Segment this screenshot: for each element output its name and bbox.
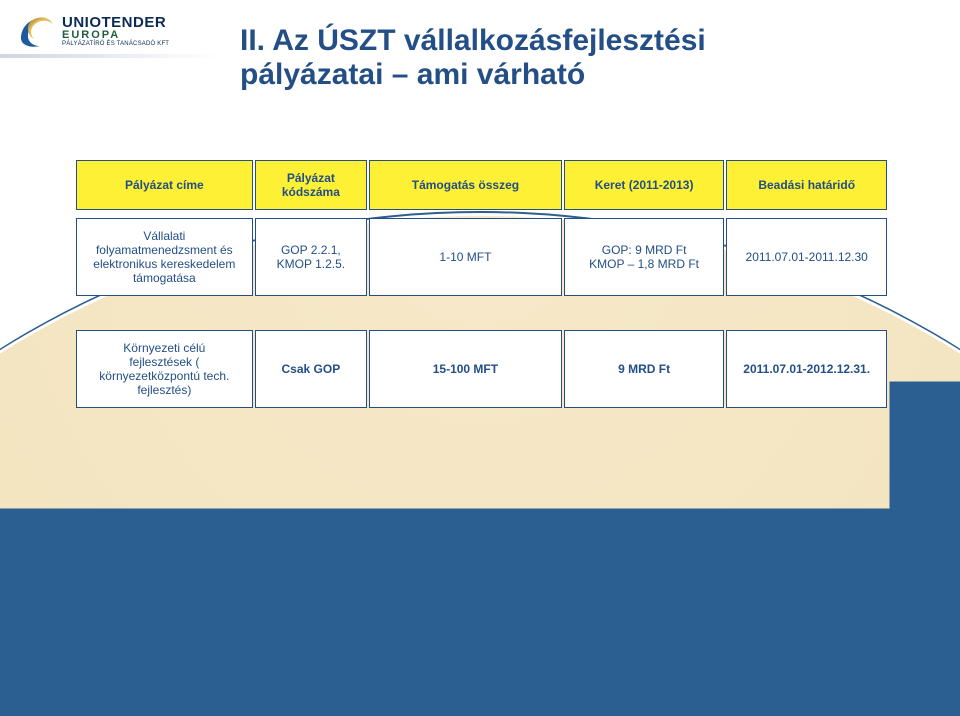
cell-code-l1: GOP 2.2.1, bbox=[262, 243, 360, 257]
cell-title-l4: fejlesztés) bbox=[83, 383, 246, 397]
table-row: Környezeti célú fejlesztések ( környezet… bbox=[76, 330, 887, 408]
logo-swoosh-icon bbox=[18, 12, 56, 50]
table-gap bbox=[76, 304, 887, 322]
cell-budget: 9 MRD Ft bbox=[564, 330, 725, 408]
cell-budget-l1: GOP: 9 MRD Ft bbox=[571, 243, 718, 257]
table-wrap: Pályázat címe Pályázat kódszáma Támogatá… bbox=[74, 152, 889, 416]
th-title: Pályázat címe bbox=[76, 160, 253, 210]
cell-deadline: 2011.07.01-2011.12.30 bbox=[726, 218, 887, 296]
logo-text: UNIOTENDER EUROPA PÁLYÁZATÍRÓ ÉS TANÁCSA… bbox=[62, 15, 169, 47]
cell-budget-l2: KMOP – 1,8 MRD Ft bbox=[571, 257, 718, 271]
logo-underline bbox=[0, 54, 220, 58]
slide: UNIOTENDER EUROPA PÁLYÁZATÍRÓ ÉS TANÁCSA… bbox=[0, 0, 960, 716]
th-deadline: Beadási határidő bbox=[726, 160, 887, 210]
cell-amount: 1-10 MFT bbox=[369, 218, 562, 296]
table-header-row: Pályázat címe Pályázat kódszáma Támogatá… bbox=[76, 160, 887, 210]
logo-line1: UNIOTENDER bbox=[62, 15, 169, 30]
cell-code: GOP 2.2.1, KMOP 1.2.5. bbox=[255, 218, 367, 296]
cell-amount: 15-100 MFT bbox=[369, 330, 562, 408]
th-amount: Támogatás összeg bbox=[369, 160, 562, 210]
slide-title: II. Az ÚSZT vállalkozásfejlesztési pályá… bbox=[240, 24, 706, 92]
cell-title-l3: környezetközpontú tech. bbox=[83, 369, 246, 383]
th-code: Pályázat kódszáma bbox=[255, 160, 367, 210]
cell-title-l2: fejlesztések ( bbox=[83, 355, 246, 369]
cell-deadline: 2011.07.01-2012.12.31. bbox=[726, 330, 887, 408]
logo-line2: EUROPA bbox=[62, 30, 169, 41]
grants-table: Pályázat címe Pályázat kódszáma Támogatá… bbox=[74, 152, 889, 416]
cell-code-l2: KMOP 1.2.5. bbox=[262, 257, 360, 271]
cell-title: Környezeti célú fejlesztések ( környezet… bbox=[76, 330, 253, 408]
table-row: Vállalati folyamatmenedzsment és elektro… bbox=[76, 218, 887, 296]
th-budget: Keret (2011-2013) bbox=[564, 160, 725, 210]
cell-code: Csak GOP bbox=[255, 330, 367, 408]
cell-title: Vállalati folyamatmenedzsment és elektro… bbox=[76, 218, 253, 296]
title-line2: pályázatai – ami várható bbox=[240, 58, 706, 92]
cell-budget: GOP: 9 MRD Ft KMOP – 1,8 MRD Ft bbox=[564, 218, 725, 296]
cell-title-l1: Környezeti célú bbox=[83, 341, 246, 355]
title-line1: II. Az ÚSZT vállalkozásfejlesztési bbox=[240, 24, 706, 58]
logo-tagline: PÁLYÁZATÍRÓ ÉS TANÁCSADÓ KFT bbox=[62, 41, 169, 47]
logo: UNIOTENDER EUROPA PÁLYÁZATÍRÓ ÉS TANÁCSA… bbox=[18, 12, 169, 50]
